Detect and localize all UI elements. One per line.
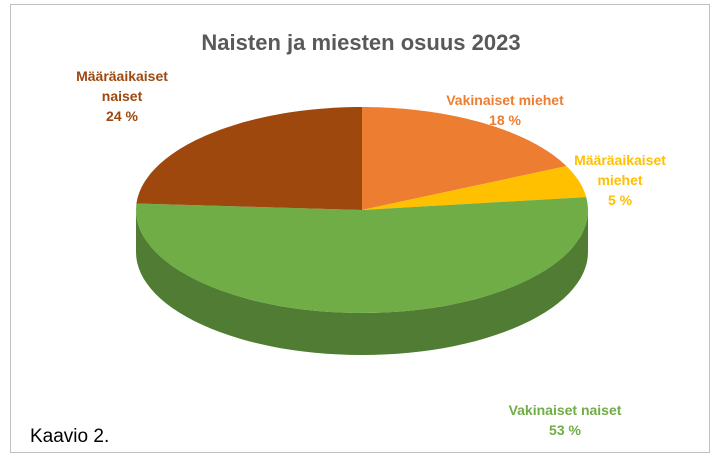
slice-side-shade <box>136 210 588 355</box>
data-label: Määräaikaiset naiset 24 % <box>57 66 187 126</box>
value-label: 5 % <box>607 192 633 208</box>
slice <box>362 107 567 210</box>
category-label: Määräaikaiset naiset <box>76 68 168 104</box>
category-label: Vakinaiset miehet <box>446 92 564 108</box>
slice <box>136 197 588 313</box>
chart-title: Naisten ja miesten osuus 2023 <box>201 30 521 55</box>
category-label: Määräaikaiset miehet <box>574 152 666 188</box>
data-label: Vakinaiset naiset 53 % <box>480 400 650 440</box>
slice-side <box>136 210 588 355</box>
category-label: Vakinaiset naiset <box>508 402 622 418</box>
frame <box>10 4 710 453</box>
value-label: 24 % <box>106 108 138 124</box>
data-label: Määräaikaiset miehet 5 % <box>565 150 675 210</box>
slice <box>362 166 587 210</box>
data-label: Vakinaiset miehet 18 % <box>415 90 595 130</box>
slice <box>136 107 362 210</box>
caption: Kaavio 2. <box>30 426 110 447</box>
value-label: 53 % <box>549 422 581 438</box>
value-label: 18 % <box>489 112 521 128</box>
